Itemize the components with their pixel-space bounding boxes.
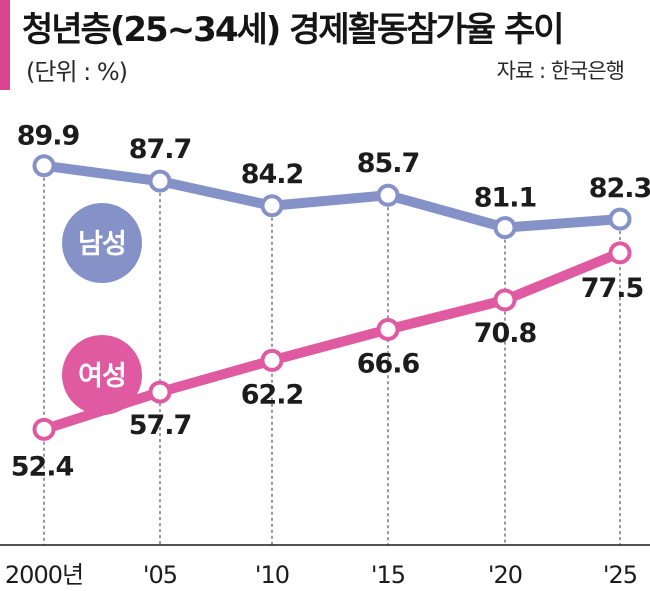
data-point — [376, 183, 400, 207]
title-accent-bar — [0, 0, 10, 90]
x-tick-label: '25 — [603, 561, 637, 589]
data-point — [608, 241, 632, 265]
data-point — [376, 318, 400, 342]
unit-label: (단위 : %) — [26, 58, 128, 86]
legend-label: 여성 — [78, 361, 126, 392]
legend-badge — [62, 203, 142, 283]
source-label: 자료 : 한국은행 — [496, 59, 625, 83]
data-label: 57.7 — [129, 410, 192, 441]
x-tick-label: 2000년 — [5, 561, 83, 589]
series-line-female — [39, 247, 625, 435]
data-label: 84.2 — [241, 159, 304, 190]
x-tick-label: '20 — [488, 561, 522, 589]
data-label: 52.4 — [11, 451, 74, 482]
data-point — [148, 380, 172, 404]
legend-label: 남성 — [78, 229, 126, 260]
data-point — [260, 348, 284, 372]
data-label: 89.9 — [17, 121, 80, 152]
data-label: 87.7 — [129, 134, 192, 165]
x-tick-label: '15 — [371, 561, 405, 589]
data-point — [260, 194, 284, 218]
data-point — [493, 288, 517, 312]
data-label: 62.2 — [241, 379, 304, 410]
data-point — [493, 216, 517, 240]
legend-badge — [62, 335, 142, 415]
data-label: 81.1 — [474, 183, 537, 214]
data-point — [148, 169, 172, 193]
chart-title: 청년층(25~34세) 경제활동참가율 추이 — [22, 10, 565, 50]
x-tick-label: '05 — [143, 561, 177, 589]
data-point — [32, 417, 56, 441]
data-label: 82.3 — [589, 173, 650, 204]
data-label: 66.6 — [357, 349, 420, 380]
data-point — [32, 154, 56, 178]
x-tick-label: '10 — [255, 561, 289, 589]
data-label: 77.5 — [581, 273, 644, 304]
data-label: 70.8 — [474, 318, 537, 349]
data-point — [608, 207, 632, 231]
series-line-male — [39, 160, 625, 233]
data-label: 85.7 — [357, 148, 420, 179]
